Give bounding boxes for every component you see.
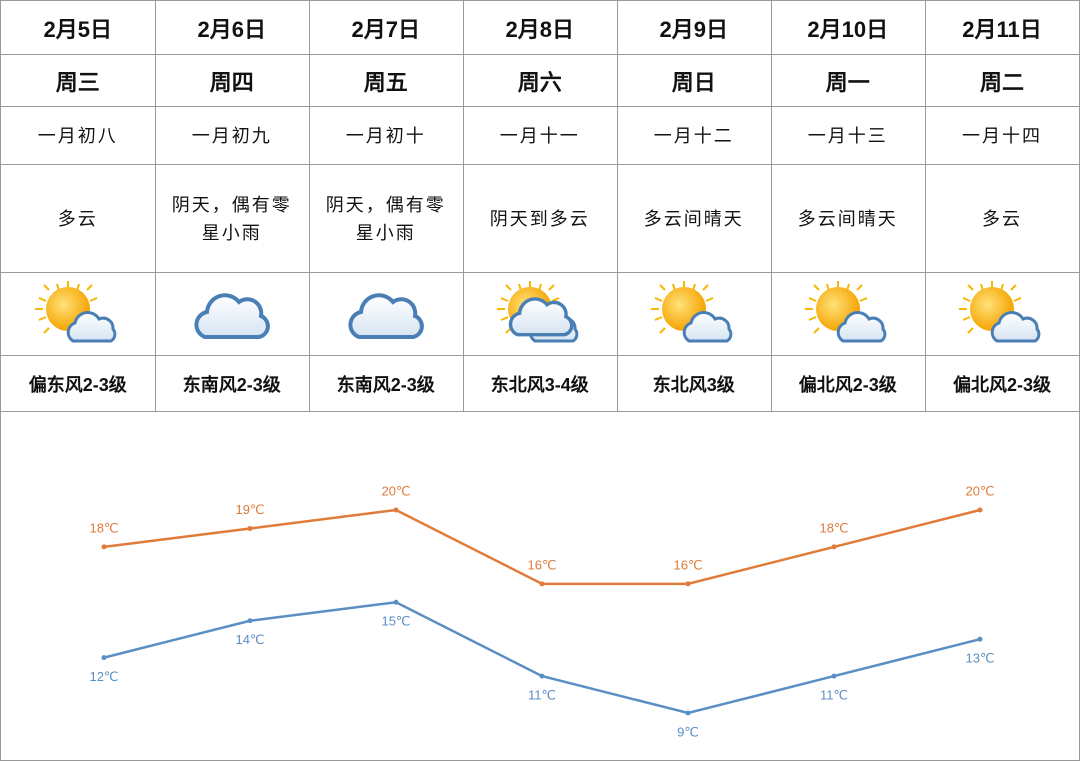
lunar-cell: 一月十一 — [463, 107, 618, 165]
date-cell: 2月6日 — [155, 1, 310, 55]
wind-cell: 东南风2-3级 — [155, 356, 310, 412]
date-cell: 2月8日 — [463, 1, 618, 55]
point — [393, 507, 399, 513]
point — [831, 544, 837, 550]
point — [393, 599, 399, 605]
value-label: 18℃ — [819, 520, 848, 535]
weather-cell: 阴天，偶有零星小雨 — [155, 165, 310, 273]
value-label: 15℃ — [381, 614, 410, 629]
temperature-line — [103, 508, 981, 586]
sun-cloud-icon — [649, 279, 739, 349]
icon-cell — [771, 273, 926, 356]
value-label: 20℃ — [965, 483, 994, 498]
cloud-icon — [341, 279, 431, 349]
point — [247, 525, 253, 531]
value-label: 11℃ — [820, 688, 848, 703]
value-label: 14℃ — [235, 632, 264, 647]
lunar-cell: 一月初十 — [309, 107, 464, 165]
point — [101, 655, 107, 661]
weekday-cell: 周二 — [925, 55, 1079, 107]
wind-cell: 偏东风2-3级 — [1, 356, 156, 412]
wind-cell: 偏北风2-3级 — [925, 356, 1079, 412]
weekday-cell: 周三 — [1, 55, 156, 107]
lunar-cell: 一月初九 — [155, 107, 310, 165]
value-label: 19℃ — [235, 502, 264, 517]
cloud-icon — [187, 279, 277, 349]
value-label: 11℃ — [528, 688, 556, 703]
value-label: 16℃ — [527, 557, 556, 572]
date-cell: 2月11日 — [925, 1, 1079, 55]
weather-cell: 多云间晴天 — [617, 165, 772, 273]
point — [685, 710, 691, 716]
lunar-cell: 一月十四 — [925, 107, 1079, 165]
weekday-cell: 周日 — [617, 55, 772, 107]
icon-cell — [925, 273, 1079, 356]
point — [539, 673, 545, 679]
point — [685, 581, 691, 587]
value-label: 9℃ — [677, 724, 699, 739]
value-label: 16℃ — [673, 557, 702, 572]
point — [247, 618, 253, 624]
weekday-cell: 周五 — [309, 55, 464, 107]
lunar-cell: 一月十三 — [771, 107, 926, 165]
icon-cell — [617, 273, 772, 356]
point — [977, 507, 983, 513]
icon-cell — [463, 273, 618, 356]
wind-cell: 东南风2-3级 — [309, 356, 464, 412]
sun-cloud-icon — [803, 279, 893, 349]
date-cell: 2月9日 — [617, 1, 772, 55]
value-label: 20℃ — [381, 483, 410, 498]
weekday-cell: 周四 — [155, 55, 310, 107]
weather-cell: 多云间晴天 — [771, 165, 926, 273]
point — [831, 673, 837, 679]
sun-cloud-icon — [33, 279, 123, 349]
point — [977, 636, 983, 642]
point — [101, 544, 107, 550]
weather-cell: 阴天，偶有零星小雨 — [309, 165, 464, 273]
point — [539, 581, 545, 587]
lunar-cell: 一月十二 — [617, 107, 772, 165]
wind-cell: 东北风3-4级 — [463, 356, 618, 412]
weekday-cell: 周一 — [771, 55, 926, 107]
weather-cell: 多云 — [1, 165, 156, 273]
date-cell: 2月7日 — [309, 1, 464, 55]
icon-cell — [309, 273, 464, 356]
value-label: 13℃ — [965, 651, 994, 666]
value-label: 18℃ — [89, 520, 118, 535]
weather-cell: 多云 — [925, 165, 1079, 273]
temperature-chart: 18℃ 19℃ 20℃ 16℃ 16℃ 18℃ 20℃ 12℃ 14℃ 15℃ 11℃ 9℃ 11℃ 13… — [89, 483, 994, 739]
sun-cloud-icon — [495, 279, 585, 349]
wind-cell: 偏北风2-3级 — [771, 356, 926, 412]
weather-cell: 阴天到多云 — [463, 165, 618, 273]
sun-cloud-icon — [957, 279, 1047, 349]
date-cell: 2月10日 — [771, 1, 926, 55]
weekday-cell: 周六 — [463, 55, 618, 107]
value-label: 12℃ — [89, 669, 118, 684]
icon-cell — [1, 273, 156, 356]
lunar-cell: 一月初八 — [1, 107, 156, 165]
date-cell: 2月5日 — [1, 1, 156, 55]
icon-cell — [155, 273, 310, 356]
wind-cell: 东北风3级 — [617, 356, 772, 412]
